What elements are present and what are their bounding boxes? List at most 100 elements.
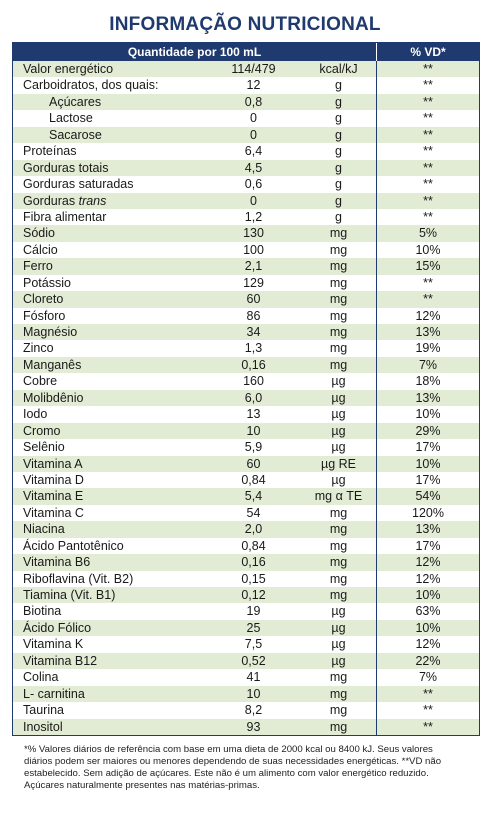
table-row: Potássio 129 mg ** bbox=[13, 274, 479, 292]
nutrient-name: Cromo bbox=[13, 423, 206, 439]
nutrient-name: Manganês bbox=[13, 357, 206, 373]
nutrient-name: Biotina bbox=[13, 603, 206, 619]
daily-value: ** bbox=[423, 78, 433, 93]
table-row: Biotina 19 µg 63% bbox=[13, 603, 479, 620]
table-row: Vitamina C 54 mg 120% bbox=[13, 504, 479, 522]
unit: mg bbox=[301, 554, 377, 571]
amount: 2,0 bbox=[244, 522, 263, 537]
nutrient-name-text: Vitamina E bbox=[23, 489, 84, 504]
nutrient-name: Vitamina A bbox=[13, 456, 206, 472]
table-row: Vitamina E 5,4 mg α TE 54% bbox=[13, 488, 479, 505]
unit: mg bbox=[301, 669, 377, 686]
nutrient-name: Sódio bbox=[13, 225, 206, 241]
unit: mg bbox=[301, 307, 377, 324]
table-header: Quantidade por 100 mL % VD* bbox=[13, 43, 479, 61]
nutrient-name-text: Iodo bbox=[23, 407, 48, 422]
daily-value: ** bbox=[423, 127, 433, 142]
nutrient-name: Iodo bbox=[13, 406, 206, 422]
table-row: Gorduras trans 0 g ** bbox=[13, 192, 479, 209]
unit: mg bbox=[301, 324, 377, 341]
unit: mg bbox=[301, 587, 377, 604]
amount: 0,8 bbox=[244, 94, 263, 109]
amount: 6,0 bbox=[244, 390, 263, 405]
nutrient-name-text: Vitamina K bbox=[23, 637, 84, 652]
nutrient-name: Inositol bbox=[13, 719, 206, 735]
daily-value: 12% bbox=[415, 308, 441, 323]
daily-value: 10% bbox=[415, 588, 441, 602]
table-row: Carboidratos, dos quais: 12 g ** bbox=[13, 77, 479, 94]
nutrient-name-text: Potássio bbox=[23, 275, 71, 290]
amount: 1,3 bbox=[244, 341, 263, 356]
nutrient-name: Molibdênio bbox=[13, 390, 206, 406]
table-row: Manganês 0,16 mg 7% bbox=[13, 356, 479, 374]
amount: 13 bbox=[246, 407, 261, 422]
table-row: Vitamina K 7,5 µg 12% bbox=[13, 636, 479, 653]
daily-value: 12% bbox=[415, 571, 441, 586]
daily-value: 7% bbox=[418, 357, 438, 372]
nutrient-name: Açúcares bbox=[13, 94, 206, 110]
daily-value: ** bbox=[423, 275, 433, 290]
table-row: Niacina 2,0 mg 13% bbox=[13, 521, 479, 538]
daily-value: ** bbox=[423, 703, 433, 718]
amount: 12 bbox=[246, 78, 261, 93]
nutrient-name: Magnésio bbox=[13, 324, 206, 340]
amount: 0,84 bbox=[241, 472, 266, 487]
amount: 86 bbox=[246, 308, 261, 323]
nutrient-name: Sacarose bbox=[13, 127, 206, 143]
nutrient-name-text: Ácido Fólico bbox=[23, 620, 92, 635]
amount: 60 bbox=[246, 292, 261, 307]
title: INFORMAÇÃO NUTRICIONAL bbox=[109, 14, 381, 35]
daily-value: 22% bbox=[415, 653, 441, 668]
amount: 129 bbox=[243, 275, 264, 290]
daily-value: 17% bbox=[415, 472, 441, 487]
amount: 2,1 bbox=[244, 259, 263, 274]
nutrient-name-text: Magnésio bbox=[23, 325, 78, 339]
nutrient-name: Cloreto bbox=[13, 291, 206, 307]
nutrient-name-text: Vitamina A bbox=[23, 456, 83, 471]
nutrient-name-text: Sacarose bbox=[49, 127, 102, 142]
nutrient-name: Ferro bbox=[13, 258, 206, 274]
amount: 6,4 bbox=[244, 144, 263, 159]
nutrient-name: Vitamina B12 bbox=[13, 653, 206, 669]
nutrient-name: Potássio bbox=[13, 275, 206, 291]
daily-value: ** bbox=[423, 94, 433, 109]
unit: mg bbox=[301, 274, 377, 292]
nutrient-name-text: Biotina bbox=[23, 604, 62, 619]
daily-value: ** bbox=[423, 719, 433, 734]
unit: mg bbox=[301, 718, 377, 735]
table-row: Vitamina A 60 µg RE 10% bbox=[13, 455, 479, 472]
unit: mg bbox=[301, 241, 377, 259]
daily-value: 13% bbox=[415, 522, 441, 537]
table-row: Vitamina D 0,84 µg 17% bbox=[13, 471, 479, 489]
amount: 0,12 bbox=[241, 588, 266, 602]
table-row: Valor energético 114/479 kcal/kJ ** bbox=[13, 61, 479, 78]
unit: µg bbox=[301, 373, 377, 390]
daily-value: ** bbox=[423, 111, 433, 126]
table-row: Ácido Fólico 25 µg 10% bbox=[13, 619, 479, 637]
unit: µg bbox=[301, 619, 377, 637]
amount: 0,84 bbox=[241, 538, 266, 553]
footnote-line: *% Valores diários de referência com bas… bbox=[24, 744, 433, 755]
table-row: Fósforo 86 mg 12% bbox=[13, 307, 479, 324]
nutrient-name-text: Proteínas bbox=[23, 144, 77, 159]
table-row: Iodo 13 µg 10% bbox=[13, 406, 479, 423]
table-row: Ferro 2,1 mg 15% bbox=[13, 258, 479, 275]
amount: 4,5 bbox=[244, 160, 263, 175]
nutrient-name: Vitamina D bbox=[13, 472, 206, 488]
nutrient-name-text: Cromo bbox=[23, 423, 61, 438]
amount: 7,5 bbox=[244, 637, 263, 652]
daily-value: 15% bbox=[415, 259, 441, 274]
table-row: Zinco 1,3 mg 19% bbox=[13, 340, 479, 357]
nutrient-name-text: Gorduras saturadas bbox=[23, 177, 134, 192]
nutrient-name-text: Vitamina B12 bbox=[23, 653, 98, 668]
nutrient-name: Fósforo bbox=[13, 308, 206, 324]
amount: 0 bbox=[250, 193, 257, 208]
table-row: Fibra alimentar 1,2 g ** bbox=[13, 208, 479, 226]
amount: 5,4 bbox=[244, 489, 263, 504]
nutrient-name: Cálcio bbox=[13, 242, 206, 258]
unit: g bbox=[301, 143, 377, 160]
unit: g bbox=[301, 110, 377, 127]
unit: mg bbox=[301, 521, 377, 538]
nutrient-name: Proteínas bbox=[13, 143, 206, 159]
